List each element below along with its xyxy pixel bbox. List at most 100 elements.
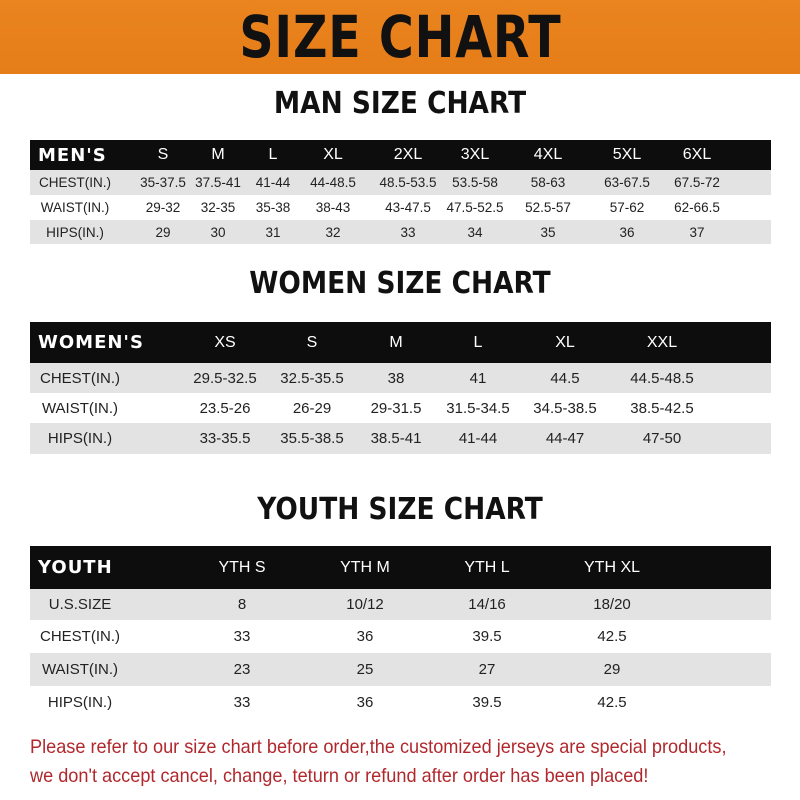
measurement-value: 57-62 — [609, 200, 645, 215]
measurement-value: 33-35.5 — [199, 430, 251, 447]
measurement-value: 44.5-48.5 — [630, 369, 694, 387]
measurement-value: 23 — [233, 661, 251, 678]
measurement-label: CHEST(IN.) — [40, 369, 120, 387]
measurement-value: 29 — [155, 224, 171, 240]
youth-table-label: YOUTH — [38, 557, 113, 578]
measurement-label: HIPS(IN.) — [47, 693, 113, 711]
measurement-value: 33 — [233, 628, 251, 645]
measurement-label: HIPS(IN.) — [46, 224, 104, 240]
measurement-value: 44.5 — [550, 369, 580, 387]
measurement-value: 44-47 — [545, 430, 585, 447]
measurement-value: 29-32 — [145, 200, 181, 215]
measurement-value: 36 — [619, 224, 635, 240]
measurement-value: 10/12 — [346, 596, 384, 613]
size-header: YTH M — [340, 558, 390, 576]
measurement-value: 53.5-58 — [452, 175, 498, 190]
measurement-value: 29.5-32.5 — [193, 369, 257, 387]
women-table-label: WOMEN'S — [38, 332, 144, 353]
men-chart-title: MAN SIZE CHART — [273, 86, 527, 121]
measurement-value: 33 — [233, 693, 251, 711]
table-row: WAIST(IN.) 23 25 27 29 — [30, 653, 771, 686]
men-table-label: MEN'S — [38, 144, 107, 166]
measurement-value: 32-35 — [200, 200, 236, 215]
measurement-value: 29-31.5 — [370, 399, 422, 417]
size-header: L — [268, 146, 278, 163]
measurement-value: 35 — [540, 224, 556, 240]
size-header: 4XL — [533, 146, 563, 163]
size-header: YTH XL — [583, 558, 641, 576]
table-row: CHEST(IN.) 35-37.5 37.5-41 41-44 44-48.5 48.5… — [30, 170, 771, 195]
size-header: 2XL — [393, 146, 423, 163]
measurement-label: HIPS(IN.) — [47, 430, 113, 447]
measurement-value: 34 — [467, 224, 483, 240]
measurement-label: WAIST(IN.) — [40, 200, 110, 215]
measurement-value: 26-29 — [292, 399, 332, 417]
table-row: HIPS(IN.) 33-35.5 35.5-38.5 38.5-41 41-44 44-… — [30, 423, 771, 454]
measurement-value: 62-66.5 — [674, 200, 720, 215]
measurement-label: CHEST(IN.) — [39, 175, 111, 190]
measurement-value: 32.5-35.5 — [280, 369, 344, 387]
measurement-value: 39.5 — [472, 628, 502, 645]
measurement-value: 8 — [237, 596, 247, 613]
size-header: S — [306, 333, 318, 351]
size-header: S — [157, 146, 169, 163]
measurement-value: 35.5-38.5 — [280, 430, 344, 447]
table-row: WAIST(IN.) 23.5-26 26-29 29-31.5 31.5-34.5 34… — [30, 393, 771, 423]
size-header: 6XL — [682, 146, 712, 163]
measurement-value: 39.5 — [472, 693, 502, 711]
measurement-value: 37 — [689, 224, 705, 240]
measurement-value: 48.5-53.5 — [379, 175, 437, 190]
measurement-label: U.S.SIZE — [48, 596, 112, 613]
men-size-table: MEN'S S M L XL 2XL 3XL 4XL 5XL 6XL CHEST(IN.) 35-37… — [30, 140, 771, 244]
measurement-label: WAIST(IN.) — [41, 661, 119, 678]
men-header-row: MEN'S S M L XL 2XL 3XL 4XL 5XL 6XL — [30, 140, 771, 170]
measurement-value: 31.5-34.5 — [446, 399, 510, 417]
measurement-label: CHEST(IN.) — [40, 628, 120, 645]
measurement-value: 36 — [356, 628, 374, 645]
measurement-value: 38-43 — [315, 200, 351, 215]
size-chart-banner: SIZE CHART — [0, 0, 800, 74]
size-header: M — [211, 146, 225, 163]
measurement-value: 52.5-57 — [525, 200, 571, 215]
measurement-value: 36 — [356, 693, 374, 711]
women-chart-title: WOMEN SIZE CHART — [249, 266, 551, 301]
women-header-row: WOMEN'S XS S M L XL XXL — [30, 322, 771, 363]
measurement-value: 38.5-41 — [370, 430, 422, 447]
table-row: CHEST(IN.) 29.5-32.5 32.5-35.5 38 41 44.5 44.5… — [30, 363, 771, 393]
measurement-value: 18/20 — [593, 596, 631, 613]
size-header: 3XL — [460, 146, 490, 163]
measurement-value: 47.5-52.5 — [446, 200, 504, 215]
size-header: YTH S — [218, 558, 266, 576]
measurement-value: 42.5 — [597, 628, 627, 645]
youth-size-table: YOUTH YTH S YTH M YTH L YTH XL U.S.SIZE 8 10/12… — [30, 546, 771, 718]
table-row: WAIST(IN.) 29-32 32-35 35-38 38-43 43-47.5 47.… — [30, 195, 771, 220]
measurement-value: 41 — [469, 369, 487, 387]
notice-line-2: we don't accept cancel, change, teturn o… — [30, 765, 649, 787]
table-row: HIPS(IN.) 33 36 39.5 42.5 — [30, 686, 771, 718]
youth-chart-title: YOUTH SIZE CHART — [257, 492, 543, 527]
table-row: CHEST(IN.) 33 36 39.5 42.5 — [30, 620, 771, 653]
measurement-value: 27 — [478, 661, 496, 678]
measurement-value: 43-47.5 — [385, 200, 431, 215]
notice-line-1: Please refer to our size chart before or… — [30, 736, 727, 758]
measurement-value: 32 — [325, 224, 341, 240]
measurement-value: 34.5-38.5 — [533, 399, 597, 417]
size-header: M — [389, 333, 403, 351]
measurement-value: 25 — [356, 661, 374, 678]
measurement-value: 63-67.5 — [604, 175, 650, 190]
banner-title: SIZE CHART — [238, 3, 562, 71]
measurement-value: 30 — [210, 224, 226, 240]
measurement-value: 42.5 — [597, 693, 627, 711]
measurement-value: 38.5-42.5 — [630, 399, 694, 417]
size-header: XXL — [646, 333, 678, 351]
youth-header-row: YOUTH YTH S YTH M YTH L YTH XL — [30, 546, 771, 589]
measurement-value: 35-37.5 — [140, 175, 186, 190]
size-header: XL — [555, 333, 575, 351]
measurement-value: 67.5-72 — [674, 175, 720, 190]
measurement-value: 58-63 — [530, 175, 566, 190]
measurement-value: 37.5-41 — [195, 175, 241, 190]
women-size-table: WOMEN'S XS S M L XL XXL CHEST(IN.) 29.5-32.5 32.5… — [30, 322, 771, 454]
size-header: YTH L — [464, 558, 510, 576]
measurement-label: WAIST(IN.) — [41, 399, 119, 417]
measurement-value: 31 — [265, 224, 281, 240]
